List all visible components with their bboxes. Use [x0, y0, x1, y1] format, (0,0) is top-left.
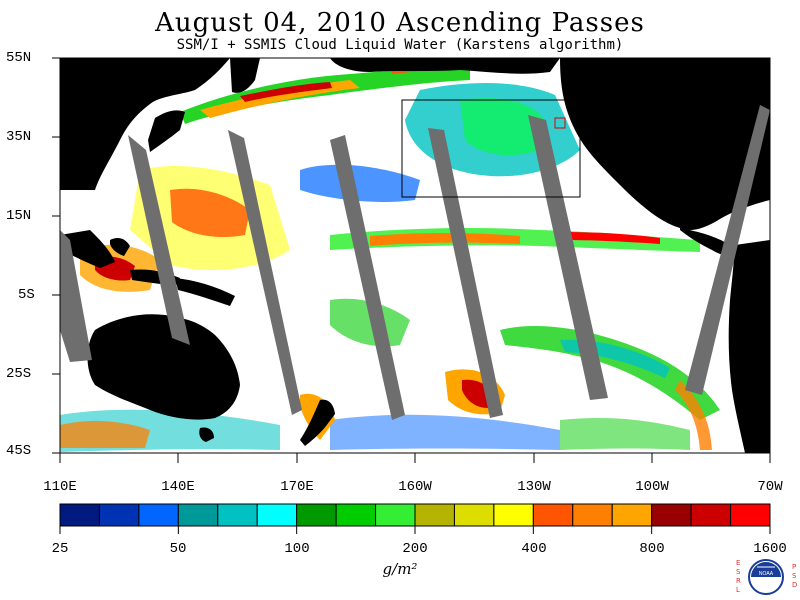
swath-gaps [60, 105, 770, 420]
lat-label: 45S [6, 443, 32, 459]
colorbar-segment [59, 503, 100, 527]
lat-ticks [52, 57, 60, 454]
lat-label: 55N [6, 50, 32, 66]
noaa-emblem-icon: NOAA [748, 559, 784, 595]
colorbar-units: g/m² [382, 560, 418, 578]
colorbar-segment [217, 503, 258, 527]
colorbar-tick-label: 200 [402, 541, 428, 557]
lon-ticks [59, 453, 771, 463]
lon-label: 110E [43, 479, 77, 495]
colorbar-segment [611, 503, 653, 527]
colorbar-segment [375, 503, 416, 527]
colorbar-tick-label: 1600 [753, 541, 787, 557]
colorbar-segment [335, 503, 377, 527]
lon-label: 130W [517, 479, 551, 495]
colorbar-segment [690, 503, 732, 527]
lon-label: 100W [635, 479, 669, 495]
land-masses [60, 58, 770, 453]
lon-label: 70W [757, 479, 783, 495]
colorbar-segment [532, 503, 574, 527]
colorbar-segment [414, 503, 455, 527]
colorbar-segment [651, 503, 692, 527]
colorbar-segment [138, 503, 179, 527]
colorbar-segment [177, 503, 219, 527]
colorbar-segment [98, 503, 140, 527]
colorbar [59, 503, 771, 534]
lon-label: 140E [161, 479, 195, 495]
svg-text:NOAA: NOAA [759, 571, 774, 577]
lat-label: 35N [6, 129, 32, 145]
colorbar-tick-label: 50 [169, 541, 187, 557]
lon-label: 170E [280, 479, 314, 495]
map-title: August 04, 2010 Ascending Passes [155, 8, 645, 38]
colorbar-segment [730, 503, 771, 527]
lat-label: 25S [6, 366, 32, 382]
colorbar-tick-label: 100 [284, 541, 310, 557]
region-box [401, 99, 581, 198]
colorbar-segment [296, 503, 337, 527]
noaa-logo: E S R L NOAA P S D [733, 555, 799, 599]
lat-label: 5S [18, 287, 35, 303]
lat-label: 15N [6, 208, 32, 224]
colorbar-tick-label: 400 [521, 541, 547, 557]
logo-left-letters: E S R L [736, 559, 741, 594]
colorbar-segment [256, 503, 298, 527]
colorbar-tick-label: 800 [639, 541, 665, 557]
colorbar-segment [453, 503, 495, 527]
map-subtitle: SSM/I + SSMIS Cloud Liquid Water (Karste… [176, 37, 624, 53]
colorbar-segment [493, 503, 534, 527]
lon-label: 160W [398, 479, 432, 495]
logo-right-letters: P S D [792, 563, 798, 589]
colorbar-segment [572, 503, 613, 527]
colorbar-tick-label: 25 [51, 541, 69, 557]
region-box-small [554, 117, 566, 129]
